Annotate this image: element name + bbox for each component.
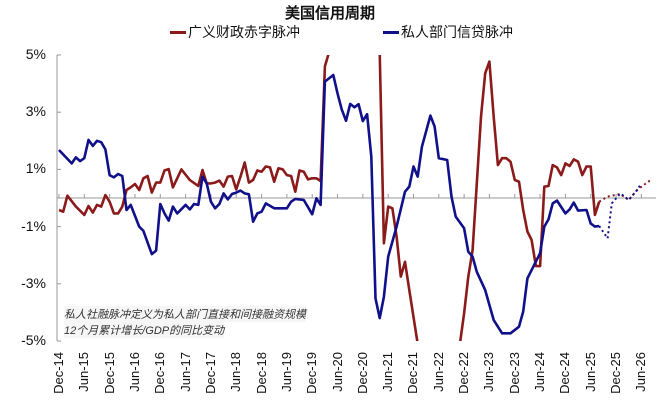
y-tick-label: -1% xyxy=(21,217,46,234)
legend-item-fiscal: 广义财政赤字脉冲 xyxy=(170,22,300,42)
legend-label: 私人部门信贷脉冲 xyxy=(401,24,513,40)
x-tick-label: Jun-23 xyxy=(481,352,497,392)
x-tick-label: Dec-14 xyxy=(51,352,66,394)
forecast-line-fiscal-deficit xyxy=(598,179,651,203)
legend-swatch-red xyxy=(170,30,186,34)
x-tick-label: Jun-26 xyxy=(633,352,649,392)
legend-item-private: 私人部门信贷脉冲 xyxy=(383,22,513,42)
x-tick-label: Dec-17 xyxy=(202,352,218,394)
x-tick-label: Jun-15 xyxy=(76,352,92,392)
annotation-line-2: 12个月累计增长/GDP的同比变动 xyxy=(64,322,225,338)
x-tick-label: Dec-25 xyxy=(608,352,624,394)
y-tick-label: -3% xyxy=(21,274,46,291)
series-line-fiscal-deficit xyxy=(378,55,419,341)
x-tick-label: Dec-24 xyxy=(557,352,573,394)
x-tick-label: Dec-20 xyxy=(354,352,370,394)
y-tick-label: 5% xyxy=(25,46,46,62)
x-tick-label: Jun-16 xyxy=(126,352,142,392)
annotation-line-1: 私人社融脉冲定义为私人部门直接和间接融资规模 xyxy=(64,306,306,322)
x-tick-label: Jun-25 xyxy=(582,352,598,392)
y-tick-label: -5% xyxy=(21,332,46,348)
x-tick-label: Jun-24 xyxy=(532,352,548,392)
x-tick-label: Dec-21 xyxy=(405,352,421,394)
x-tick-label: Jun-17 xyxy=(177,352,193,392)
x-tick-label: Dec-16 xyxy=(152,352,168,394)
y-tick-label: 1% xyxy=(25,160,46,177)
series-line-private-credit xyxy=(58,73,600,335)
series-line-fiscal-deficit xyxy=(458,60,601,341)
x-tick-label: Dec-19 xyxy=(304,352,320,394)
x-tick-label: Dec-18 xyxy=(253,352,269,394)
x-tick-label: Jun-20 xyxy=(329,352,345,392)
y-tick-label: 3% xyxy=(25,103,46,120)
legend-swatch-blue xyxy=(383,30,399,34)
x-tick-label: Jun-19 xyxy=(278,352,294,392)
x-tick-label: Jun-21 xyxy=(380,352,396,392)
forecast-line-private-credit xyxy=(598,182,643,242)
x-tick-label: Dec-15 xyxy=(101,352,117,394)
x-tick-label: Dec-23 xyxy=(506,352,522,394)
x-tick-label: Dec-22 xyxy=(456,352,472,394)
series-line-fiscal-deficit xyxy=(58,55,330,217)
legend-label: 广义财政赤字脉冲 xyxy=(188,24,300,40)
chart-title: 美国信用周期 xyxy=(284,5,375,22)
x-tick-label: Jun-22 xyxy=(430,352,446,392)
x-tick-label: Jun-18 xyxy=(228,352,244,392)
